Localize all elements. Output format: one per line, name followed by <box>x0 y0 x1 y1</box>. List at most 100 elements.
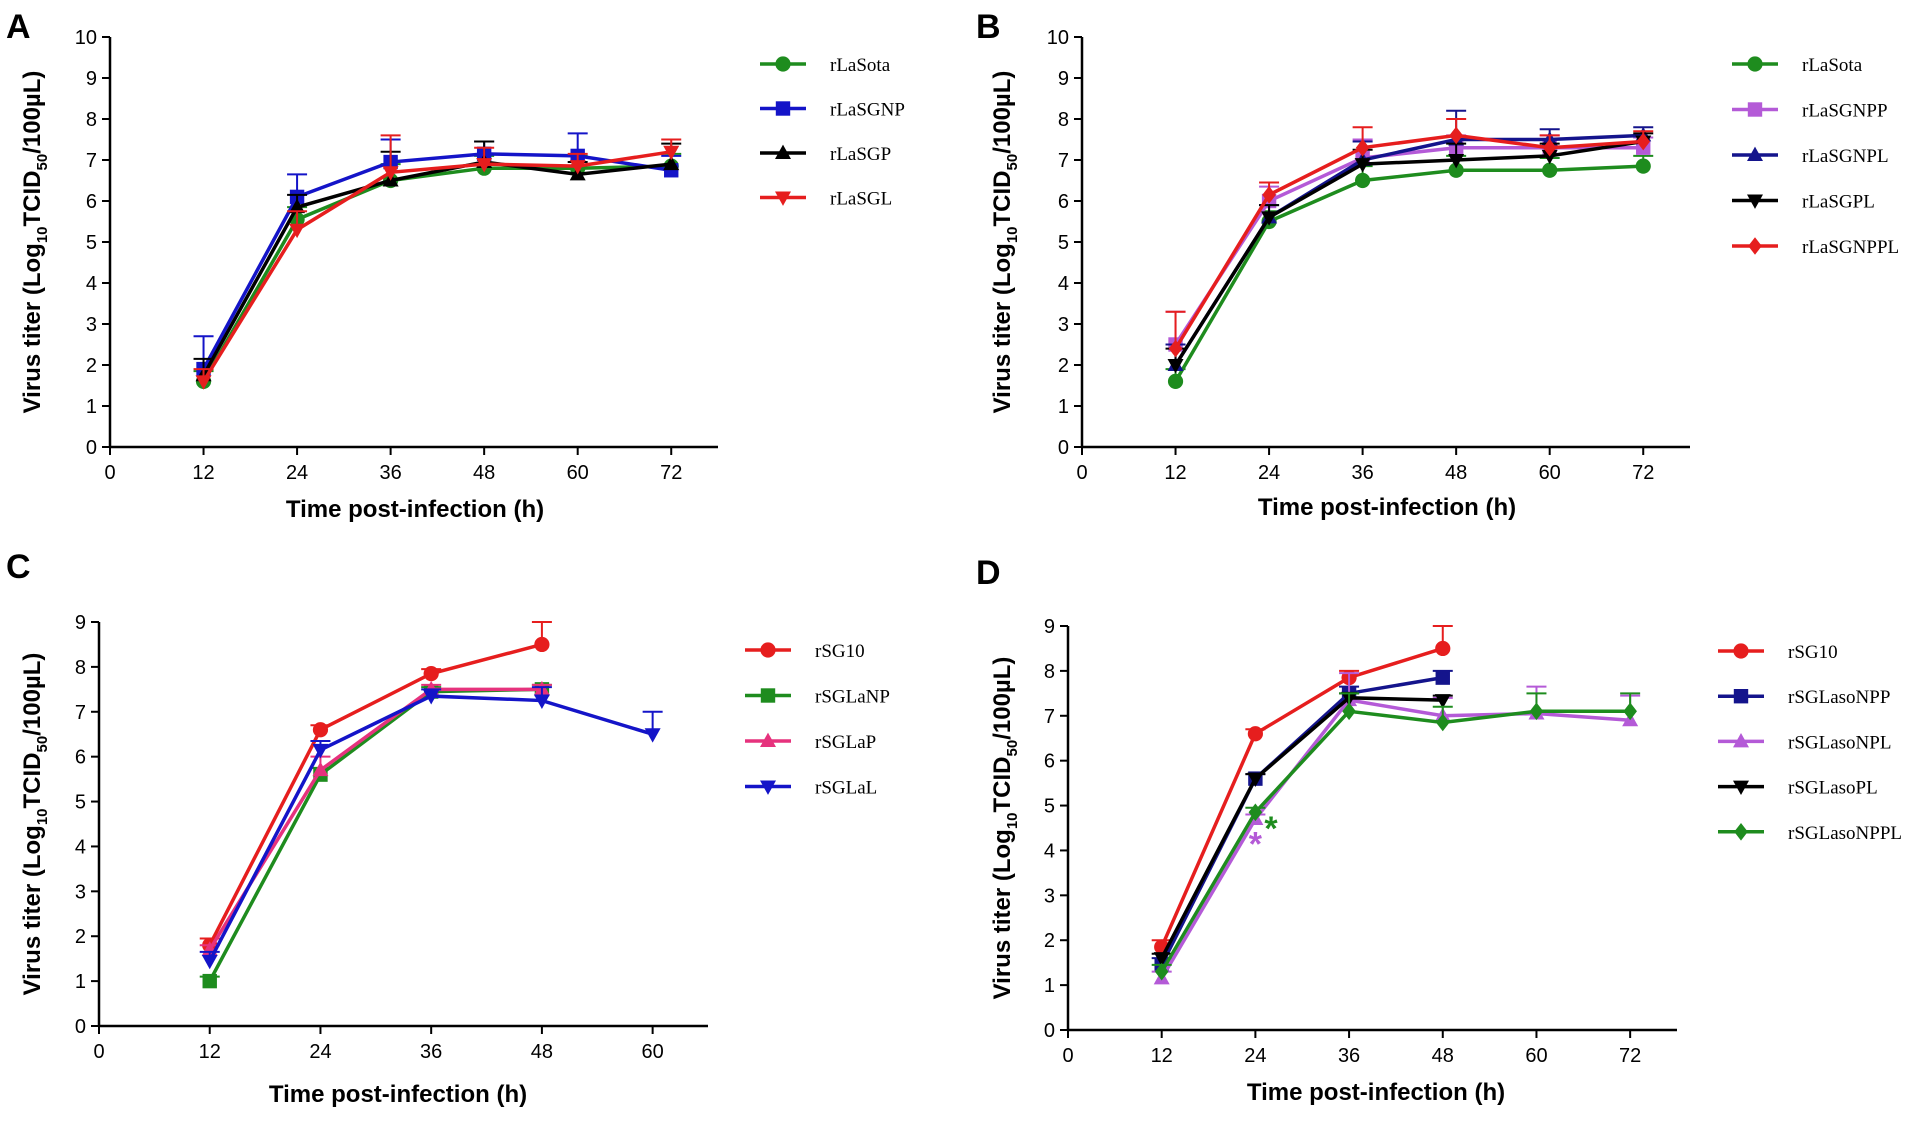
data-point-rLaSGL <box>569 160 586 175</box>
legend-label: rSGLasoNPL <box>1788 732 1891 753</box>
y-axis-title-subscript: 50 <box>1004 740 1021 757</box>
series-rSGLaL <box>199 686 663 970</box>
legend-label: rLaSota <box>830 55 891 76</box>
x-axis-title: Time post-infection (h) <box>1247 1079 1505 1106</box>
data-point-rSGLasoNPPL <box>1248 803 1263 822</box>
legend-marker-rSGLaP <box>760 732 776 747</box>
data-point-rLaSota <box>1167 373 1184 389</box>
legend-label: rLaSGP <box>830 144 891 165</box>
legend-label: rSGLasoNPPL <box>1788 823 1902 844</box>
series-line-rSGLasoNPPL <box>1160 709 1631 973</box>
legend-marker-rSG10 <box>760 642 776 658</box>
x-tick-label: 48 <box>531 1041 553 1063</box>
x-tick-label: 0 <box>104 462 115 484</box>
series-rSGLasoNPL <box>1151 672 1641 985</box>
data-point-rSGLaL <box>201 954 218 970</box>
y-tick-label: 6 <box>86 191 97 213</box>
data-point-rSGLaL <box>312 743 329 759</box>
data-point-rSGLaP <box>312 761 329 777</box>
data-point-rLaSGNPPL <box>1636 132 1651 151</box>
legend-marker-rSGLasoNPPL <box>1734 823 1748 841</box>
x-tick-label: 60 <box>567 462 589 484</box>
y-tick-label: 1 <box>1058 396 1069 418</box>
series-rLaSGL <box>193 134 682 390</box>
y-tick-label: 3 <box>86 314 97 336</box>
data-point-rSGLasoPL <box>1153 952 1170 967</box>
data-point-rLaSGP <box>663 155 680 171</box>
x-axis-title: Time post-infection (h) <box>286 496 544 523</box>
y-tick-label: 10 <box>1047 27 1069 49</box>
series-line-rSG10 <box>208 642 543 946</box>
y-axis-title-part: /100µL) <box>989 71 1016 154</box>
panel-letter: B <box>976 8 1001 46</box>
y-tick-label: 9 <box>1058 68 1069 90</box>
data-point-rLaSota <box>1448 162 1464 178</box>
legend-label: rLaSGNPP <box>1802 101 1888 122</box>
legend-marker-rSGLasoNPP <box>1733 689 1749 704</box>
legend-label: rSGLasoPL <box>1788 778 1878 799</box>
y-tick-label: 8 <box>75 657 86 679</box>
x-tick-label: 60 <box>1539 462 1561 484</box>
y-axis-title-subscript: 10 <box>34 226 51 243</box>
series-line-rSGLasoNPL <box>1160 698 1631 980</box>
x-tick-label: 36 <box>420 1041 442 1063</box>
series-rSGLasoNPP <box>1151 669 1453 973</box>
data-point-rSGLasoPL <box>1247 772 1264 788</box>
panel-letter: C <box>6 548 31 586</box>
y-tick-label: 9 <box>75 612 86 634</box>
series-rLaSota <box>193 152 682 389</box>
y-axis-title-part: Virus titer (Log <box>19 243 46 413</box>
series-line-rSGLasoPL <box>1160 696 1443 959</box>
legend-label: rLaSGNPL <box>1802 146 1889 167</box>
y-tick-label: 1 <box>1044 975 1055 997</box>
data-point-rLaSGPL <box>1261 211 1278 226</box>
data-point-rSG10 <box>1435 640 1451 657</box>
y-tick-label: 0 <box>86 437 97 459</box>
x-tick-label: 72 <box>1619 1045 1641 1067</box>
series-line-rSGLaL <box>208 694 654 962</box>
y-tick-label: 4 <box>1058 273 1069 295</box>
series-line-rSGLaNP <box>208 687 542 982</box>
x-tick-label: 12 <box>1164 462 1186 484</box>
y-tick-label: 7 <box>1058 150 1069 172</box>
data-point-rLaSGPL <box>1354 158 1371 173</box>
data-point-rLaSGNPPL <box>1542 138 1557 157</box>
y-axis-title-subscript: 50 <box>34 154 51 171</box>
series-rSGLasoPL <box>1151 691 1453 967</box>
x-axis-title: Time post-infection (h) <box>1258 494 1516 521</box>
legend-label: rSGLaP <box>815 732 876 753</box>
legend-label: rSGLasoNPP <box>1788 687 1890 708</box>
x-tick-label: 12 <box>199 1041 221 1063</box>
data-point-rLaSota <box>1542 162 1558 178</box>
data-point-rSG10 <box>312 722 329 738</box>
panel-letter: D <box>976 554 1001 592</box>
x-tick-label: 24 <box>286 462 308 484</box>
y-tick-label: 9 <box>86 68 97 90</box>
significance-annotation: * <box>1264 810 1278 848</box>
data-point-rSGLaL <box>533 694 550 709</box>
data-point-rLaSGPL <box>1448 154 1465 169</box>
y-tick-label: 8 <box>86 109 97 131</box>
x-tick-label: 12 <box>192 462 214 484</box>
data-point-rLaSGPL <box>1541 149 1558 165</box>
series-line-rLaSGNP <box>202 152 672 370</box>
legend-label: rLaSGL <box>830 189 892 210</box>
x-tick-label: 0 <box>1062 1045 1073 1067</box>
y-tick-label: 8 <box>1058 109 1069 131</box>
data-point-rSG10 <box>423 666 439 682</box>
significance-annotation: * <box>1249 825 1263 863</box>
legend-marker-rLaSGNPP <box>1747 102 1763 117</box>
y-tick-label: 0 <box>1058 437 1069 459</box>
y-axis-title: Virus titer (Log10TCID50/100µL) <box>19 71 51 414</box>
y-axis-title: Virus titer (Log10TCID50/100µL) <box>19 653 51 996</box>
y-tick-label: 9 <box>1044 616 1055 638</box>
y-axis-title-part: /100µL) <box>19 71 46 154</box>
legend-label: rSG10 <box>1788 642 1838 663</box>
data-point-rSGLasoPL <box>1434 694 1451 709</box>
y-axis-title-subscript: 50 <box>34 736 51 753</box>
y-tick-label: 0 <box>75 1016 86 1038</box>
legend-label: rSGLaNP <box>815 687 890 708</box>
x-tick-label: 12 <box>1151 1045 1173 1067</box>
